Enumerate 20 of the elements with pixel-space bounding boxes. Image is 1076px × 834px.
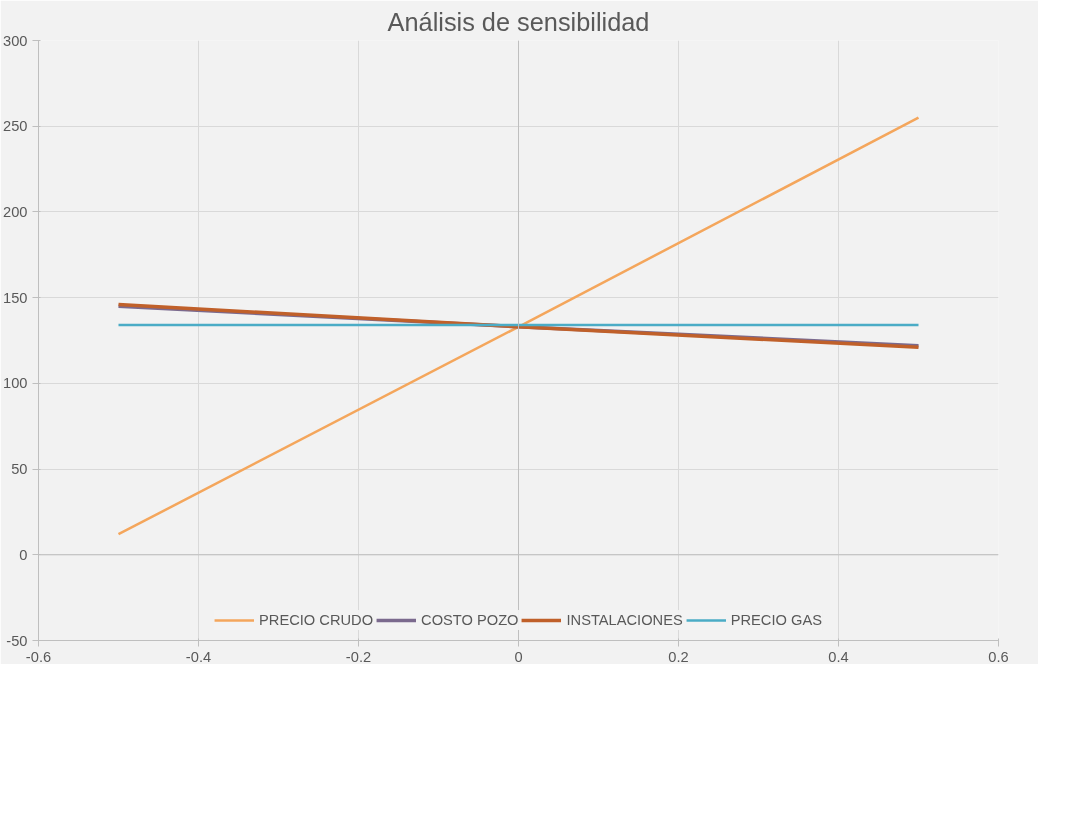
x-tick-label: 0.2 xyxy=(668,648,689,665)
y-tick-label: 100 xyxy=(3,375,28,392)
y-tick-label: -50 xyxy=(6,632,28,649)
y-tick-label: 300 xyxy=(3,32,28,49)
legend-label: PRECIO GAS xyxy=(730,612,822,628)
x-tick-label: -0.4 xyxy=(185,648,212,665)
x-tick-label: 0.4 xyxy=(828,648,849,665)
x-tick-label: -0.6 xyxy=(25,648,52,665)
x-tick-label: 0.6 xyxy=(988,648,1009,665)
x-tick-label: -0.2 xyxy=(345,648,372,665)
x-tick-label: 0 xyxy=(514,648,523,665)
y-tick-label: 200 xyxy=(3,203,28,220)
chart-title: Análisis de sensibilidad xyxy=(387,7,650,36)
y-tick-label: 250 xyxy=(3,118,28,135)
y-tick-label: 50 xyxy=(11,461,28,478)
legend-label: PRECIO CRUDO xyxy=(259,612,374,628)
legend-label: COSTO POZO xyxy=(421,612,519,628)
legend-label: INSTALACIONES xyxy=(566,612,683,628)
y-tick-label: 150 xyxy=(3,289,28,306)
y-tick-label: 0 xyxy=(19,546,28,563)
